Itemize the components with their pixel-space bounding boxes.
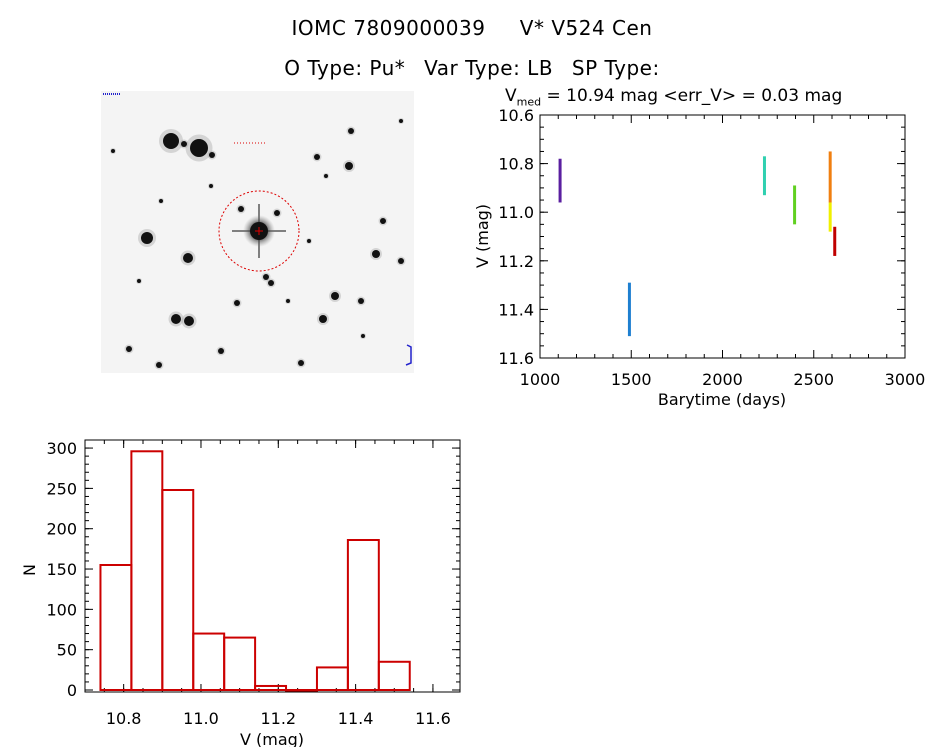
hist-ytick-label: 300 [46,439,77,458]
hist-xtick-label: 11.2 [260,709,296,728]
hist-bar [315,666,349,692]
hist-ytick-label: 0 [67,681,77,700]
vmed-subscript: med [516,95,542,109]
field-star [111,149,115,153]
hist-xtick-label: 11.4 [338,709,374,728]
finder-chart-image [101,91,414,373]
field-star [163,133,179,149]
field-star [268,280,274,286]
field-star [398,258,404,264]
field-star [137,279,141,283]
vmed-label: Vmed = 10.94 mag <err_V> = 0.03 mag [505,86,842,108]
field-star [218,348,224,354]
lc-ytick-label: 11.4 [498,300,534,319]
field-star [331,292,339,300]
hist-bar [346,539,380,691]
var-type: Var Type: LB [424,56,554,80]
field-star [183,253,193,263]
lc-ytick-label: 10.6 [498,106,534,125]
hist-bar [254,684,288,691]
hist-bar [99,564,133,691]
hist-xlabel: V (mag) [240,730,304,747]
lc-frame [539,114,906,359]
lc-xlabel: Barytime (days) [658,390,786,409]
hist-xtick-label: 11.0 [183,709,219,728]
hist-bar [130,450,164,691]
field-star [126,346,132,352]
hist-ytick-label: 250 [46,479,77,498]
hist-axis-ticks: 10.8 11.0 11.2 11.4 11.6 0 50 100 150 200 250 300 [46,439,460,728]
lc-ytick-label: 11.6 [498,349,534,368]
field-star [274,210,280,216]
field-star [286,299,290,303]
hist-ylabel: N [20,564,39,576]
vmed-symbol: V [505,86,517,106]
field-star [184,316,194,326]
field-star [380,218,386,224]
field-stars [110,118,406,370]
hist-bar [192,632,226,692]
chart-title: IOMC 7809000039 V* V524 Cen [0,16,944,40]
field-star [319,315,327,323]
field-star [348,128,354,134]
field-star [171,314,181,324]
lc-ytick-label: 11.0 [498,203,534,222]
o-type: O Type: Pu* [284,56,406,80]
field-star [159,199,163,203]
lc-xtick-label: 2500 [793,370,834,389]
hist-frame [84,439,461,693]
hist-ytick-label: 100 [46,600,77,619]
hist-ytick-label: 200 [46,520,77,539]
field-star [263,274,269,280]
hist-bar [223,636,257,691]
lc-xtick-label: 2000 [702,370,743,389]
field-star [190,139,208,157]
sp-type: SP Type: [571,56,660,80]
field-star [181,141,187,147]
field-star [307,239,311,243]
field-star [399,119,403,123]
lc-xtick-label: 1500 [611,370,652,389]
lc-axis-ticks: 1000 1500 2000 2500 3000 10.6 10.8 11.0 11.2 11.4… [498,106,925,389]
hist-ytick-label: 50 [57,641,77,660]
hist-bars [99,450,411,692]
star-name: V* V524 Cen [519,16,653,40]
field-star [361,334,365,338]
finder-star-field [103,93,412,370]
hist-bar [161,489,195,691]
hist-ytick-label: 150 [46,560,77,579]
target-circle [218,190,300,272]
lc-ytick-label: 10.8 [498,155,534,174]
field-star [314,154,320,160]
hist-xtick-label: 10.8 [106,709,142,728]
field-star [298,360,304,366]
lc-data [558,151,837,337]
lc-xtick-label: 1000 [520,370,561,389]
field-star [141,232,153,244]
type-info: O Type: Pu* Var Type: LB SP Type: [0,56,944,80]
object-name: IOMC 7809000039 [291,16,486,40]
lc-ytick-label: 11.2 [498,252,534,271]
field-star [234,300,240,306]
hist-xtick-label: 11.6 [415,709,451,728]
field-star [372,250,380,258]
field-star [238,206,244,212]
hist-bar [285,689,318,692]
field-star [209,152,215,158]
field-star [358,298,364,304]
field-star [156,362,162,368]
lc-xtick-label: 3000 [885,370,926,389]
orientation-marker [405,344,412,366]
field-star [345,162,353,170]
lc-ylabel: V (mag) [473,204,492,268]
hist-bar [377,660,411,691]
vmed-value: = 10.94 mag <err_V> = 0.03 mag [546,86,843,106]
field-star [324,174,328,178]
field-star [209,184,213,188]
